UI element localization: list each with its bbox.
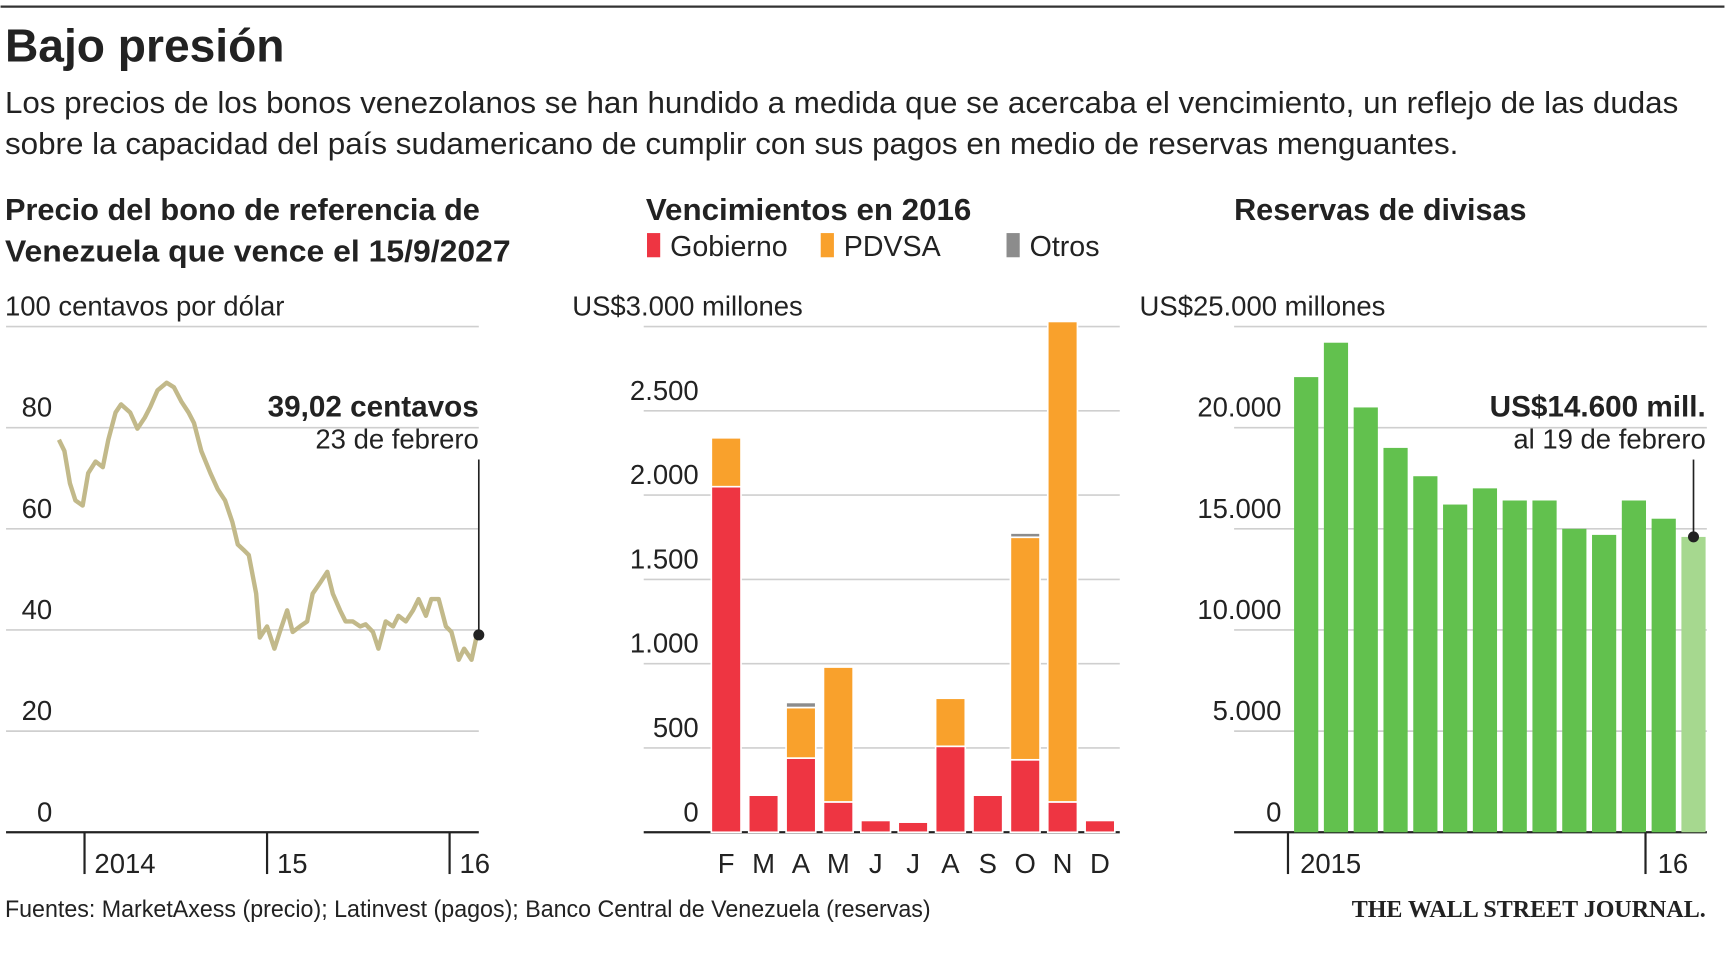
annotation: 39,02 centavos [268,391,479,424]
bar [1562,528,1587,833]
y-tick-label: US$3.000 millones [572,291,803,322]
legend-label: Otros [1030,231,1100,263]
bar [1592,534,1617,833]
bar-segment [934,745,967,834]
x-tick-label: F [718,848,735,879]
bar-segment [822,666,854,803]
bar-segment [785,757,817,834]
bar [1383,447,1408,833]
annotation: US$14.600 mill. [1490,391,1706,424]
end-dot [1688,531,1700,543]
bar [1681,536,1706,833]
y-tick-label: 0 [1266,796,1281,827]
x-tick-label: 16 [1658,848,1689,879]
subtitle: sobre la capacidad del país sudamericano… [5,126,1458,161]
legend-swatch [1006,233,1020,258]
bar [1532,500,1557,833]
bar-segment [710,436,742,488]
annotation-sub: al 19 de febrero [1513,424,1705,455]
bar [1472,488,1498,833]
bar-segment [1009,758,1041,834]
y-tick-label: 5.000 [1213,695,1282,726]
x-tick-label: M [752,848,775,879]
legend-label: PDVSA [844,231,941,263]
y-tick-label: 2.500 [630,375,699,406]
y-tick-label: 500 [653,712,699,743]
legend-label: Gobierno [670,231,788,263]
bar [1413,476,1438,833]
bar [1294,377,1319,833]
x-tick-label: 2015 [1300,848,1361,879]
x-tick-label: O [1015,848,1036,879]
legend-swatch [820,233,834,258]
chart-title: Vencimientos en 2016 [646,192,971,227]
y-tick-label: 40 [22,594,53,625]
bar-segment [860,819,892,834]
bar [1443,504,1468,833]
chart-title: Venezuela que vence el 15/9/2027 [5,234,511,269]
bar-segment [1009,532,1041,539]
bar-segment [934,697,967,748]
bar-segment [1046,801,1079,834]
y-tick-label: 80 [22,392,53,423]
y-tick-label: 0 [37,796,52,827]
x-tick-label: 15 [277,848,308,879]
x-tick-label: N [1053,848,1073,879]
y-tick-label: 10.000 [1197,594,1281,625]
x-tick-label: S [979,848,997,879]
y-tick-label: 1.000 [630,628,699,659]
bar-segment [785,701,817,709]
chart-title: Precio del bono de referencia de [5,192,480,227]
x-tick-label: 2014 [94,848,155,879]
bar-segment [822,801,854,834]
x-tick-label: D [1090,848,1110,879]
title: Bajo presión [5,20,285,72]
x-tick-label: A [792,848,811,879]
line [56,380,480,662]
bar [1502,500,1527,833]
bar-segment [897,821,929,834]
y-tick-label: 2.000 [630,459,699,490]
y-tick-label: 60 [22,493,53,524]
subtitle: Los precios de los bonos venezolanos se … [5,85,1678,120]
x-tick-label: A [941,848,960,879]
bar [1353,407,1378,833]
y-tick-label: 1.500 [630,543,699,574]
bar-segment [1084,819,1116,834]
source: Fuentes: MarketAxess (precio); Latinvest… [5,896,931,923]
bar [1323,342,1349,833]
x-tick-label: J [906,848,920,879]
legend-swatch [647,233,661,258]
bar [1651,518,1676,833]
bar-segment [1046,320,1079,803]
bar-segment [1009,536,1041,761]
bar-segment [972,794,1004,834]
bar-segment [747,794,780,834]
x-tick-label: J [869,848,883,879]
annotation-sub: 23 de febrero [315,424,478,455]
y-tick-label: 100 centavos por dólar [5,291,284,322]
chart-title: Reservas de divisas [1234,192,1526,227]
y-tick-label: US$25.000 millones [1140,291,1386,322]
bar-segment [785,706,817,759]
y-tick-label: 15.000 [1197,493,1281,524]
y-tick-label: 0 [683,796,698,827]
bar-segment [710,485,742,834]
x-tick-label: 16 [459,848,490,879]
x-tick-label: M [827,848,850,879]
end-dot [473,629,485,641]
logo: THE WALL STREET JOURNAL. [1352,896,1706,923]
y-tick-label: 20 [22,695,53,726]
y-tick-label: 20.000 [1197,392,1281,423]
bar [1621,500,1647,833]
